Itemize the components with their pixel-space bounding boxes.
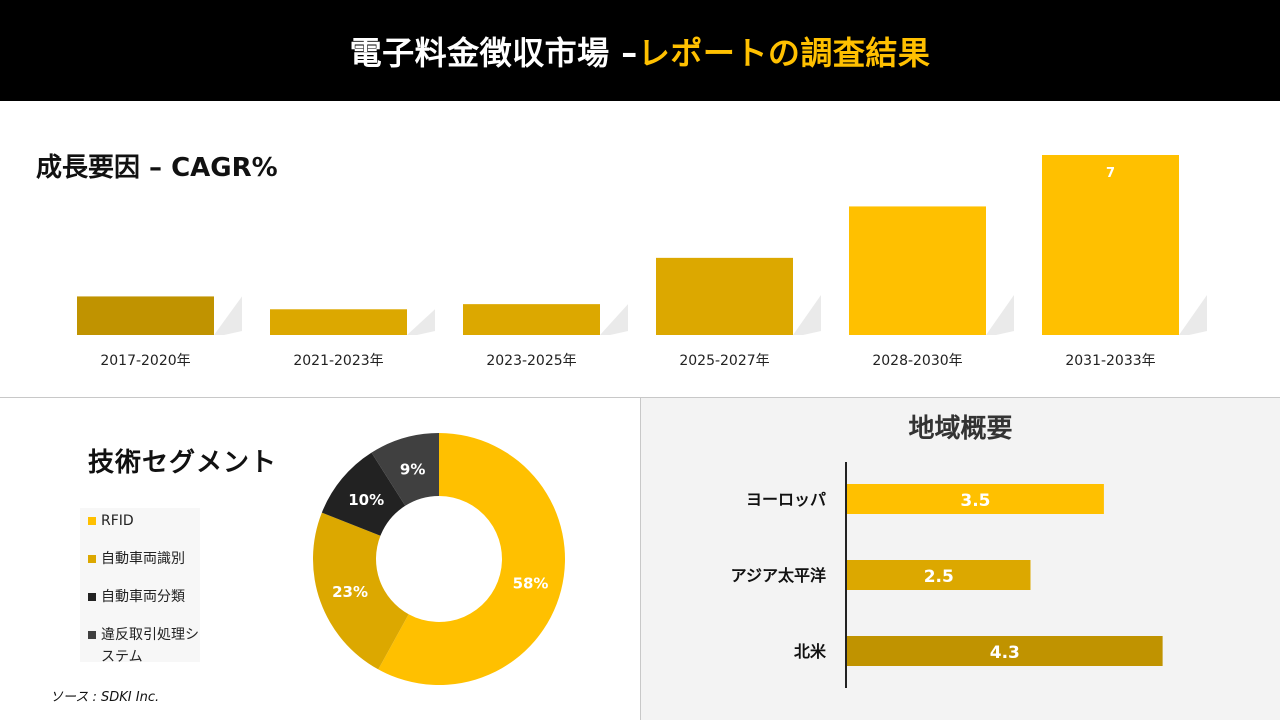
legend-swatch (88, 555, 96, 563)
vertical-divider (640, 397, 641, 720)
growth-section: 成長要因 – CAGR% 2017-2020年 2021-2023年 2023-20… (0, 101, 1280, 397)
bar-shadow (407, 309, 435, 335)
donut-data-label: 10% (348, 491, 384, 509)
cagr-data-label: 7 (1106, 166, 1115, 181)
legend-label: RFID (101, 513, 134, 529)
region-bar (847, 636, 1163, 666)
donut-slice (313, 512, 409, 670)
report-header: 電子料金徴収市場 – レポートの調査結果 (0, 0, 1280, 101)
cagr-tick-label: 2031-2033年 (1065, 353, 1155, 369)
cagr-tick-label: 2017-2020年 (100, 353, 190, 369)
cagr-tick-label: 2025-2027年 (679, 353, 769, 369)
technology-section: 技術セグメント RFID 自動車両識別 自動車両分類違反取引処理システム 58% 23… (0, 398, 640, 720)
donut-data-label: 58% (513, 575, 549, 593)
legend-label: 自動車両識別 (101, 551, 185, 567)
region-section: 地域概要 ヨーロッパ 3.5 アジア太平洋 2.5 北米 4.3 (641, 398, 1280, 720)
legend-item: RFID (88, 510, 200, 532)
region-title: 地域概要 (908, 414, 1013, 444)
donut-slice (321, 452, 406, 536)
legend-swatch (88, 593, 96, 601)
legend-item: 自動車両識別 (88, 548, 200, 570)
header-title-main: 電子料金徴収市場 – (349, 33, 638, 72)
donut-slice (371, 433, 439, 506)
legend-swatch (88, 631, 96, 639)
source-note: ソース : SDKI Inc. (50, 690, 160, 705)
donut-slice (378, 433, 566, 685)
region-category-label: アジア太平洋 (731, 566, 826, 585)
region-data-label: 4.3 (990, 643, 1020, 663)
cagr-bar (656, 257, 793, 335)
donut-data-label: 9% (400, 460, 425, 478)
donut-data-label: 23% (332, 583, 368, 601)
cagr-bar (463, 304, 600, 335)
technology-title: 技術セグメント (88, 448, 278, 478)
growth-title: 成長要因 – CAGR% (36, 153, 278, 183)
header-title-highlight: レポートの調査結果 (637, 33, 931, 72)
region-category-label: ヨーロッパ (746, 490, 826, 509)
bar-shadow (986, 295, 1014, 335)
cagr-bar (77, 296, 214, 335)
region-bar-chart: ヨーロッパ 3.5 アジア太平洋 2.5 北米 4.3 (731, 462, 1163, 688)
technology-legend: RFID 自動車両識別 自動車両分類違反取引処理システム (80, 508, 200, 665)
cagr-tick-label: 2028-2030年 (872, 353, 962, 369)
cagr-bar (1042, 155, 1179, 335)
cagr-tick-label: 2023-2025年 (486, 353, 576, 369)
bar-shadow (600, 304, 628, 335)
legend-label: 違反取引処理システム (101, 627, 199, 665)
region-category-label: 北米 (794, 642, 827, 661)
legend-label: 自動車両分類 (101, 589, 185, 605)
legend-item: 違反取引処理システム (88, 624, 200, 668)
bar-shadow (214, 296, 242, 335)
region-bar (847, 560, 1031, 590)
cagr-bar-chart: 2017-2020年 2021-2023年 2023-2025年 2025-2027年… (77, 155, 1207, 369)
region-data-label: 3.5 (960, 491, 990, 511)
cagr-tick-label: 2021-2023年 (293, 353, 383, 369)
legend-item: 自動車両分類 (88, 586, 200, 608)
bar-shadow (793, 295, 821, 335)
cagr-bar (270, 309, 407, 335)
bar-shadow (1179, 295, 1207, 335)
region-bar (847, 484, 1104, 514)
cagr-bar (849, 206, 986, 335)
technology-donut-chart: 58% 23% 10% 9% (313, 433, 566, 685)
legend-swatch (88, 517, 96, 525)
region-data-label: 2.5 (924, 567, 954, 587)
